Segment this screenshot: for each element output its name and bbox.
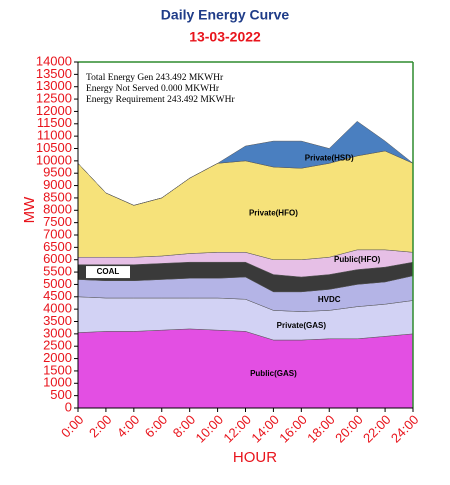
series-label: Public(HFO) <box>334 255 381 264</box>
x-tick-label: 16:00 <box>276 412 310 446</box>
x-tick-label: 6:00 <box>142 412 171 441</box>
chart-subtitle: 13-03-2022 <box>189 29 261 45</box>
x-tick-label: 24:00 <box>388 412 422 446</box>
y-tick-label: 2000 <box>43 350 72 365</box>
y-tick-label: 10500 <box>36 140 72 155</box>
x-tick-label: 0:00 <box>58 412 87 441</box>
x-tick-label: 20:00 <box>332 412 366 446</box>
x-tick-label: 14:00 <box>248 412 282 446</box>
y-tick-label: 11000 <box>37 128 72 143</box>
y-tick-label: 11500 <box>37 115 72 130</box>
y-tick-label: 8000 <box>43 202 72 217</box>
y-tick-label: 1500 <box>43 362 72 377</box>
y-tick-label: 5500 <box>43 264 72 279</box>
series-label: COAL <box>97 267 120 276</box>
y-tick-label: 6000 <box>43 251 72 266</box>
y-tick-label: 7000 <box>43 226 72 241</box>
y-tick-label: 10000 <box>36 152 72 167</box>
annotation: Energy Not Served 0.000 MKWHr <box>86 84 220 94</box>
y-tick-label: 4000 <box>43 301 72 316</box>
y-tick-label: 12500 <box>36 91 72 106</box>
y-tick-label: 3000 <box>43 325 72 340</box>
y-axis-label: MW <box>21 196 38 223</box>
x-axis-label: HOUR <box>233 449 277 466</box>
area <box>77 328 414 409</box>
y-tick-label: 12000 <box>36 103 72 118</box>
y-tick-label: 4500 <box>43 288 72 303</box>
annotation: Energy Requirement 243.492 MKWHr <box>86 95 235 105</box>
x-tick-label: 12:00 <box>220 412 254 446</box>
series-label: HVDC <box>318 295 341 304</box>
y-tick-label: 8500 <box>43 189 72 204</box>
y-tick-label: 7500 <box>43 214 72 229</box>
x-tick-label: 18:00 <box>304 412 338 446</box>
x-tick-label: 4:00 <box>114 412 143 441</box>
x-tick-label: 22:00 <box>360 412 394 446</box>
y-tick-label: 9000 <box>43 177 72 192</box>
y-tick-label: 2500 <box>43 338 72 353</box>
y-tick-label: 13500 <box>36 66 72 81</box>
y-tick-label: 1000 <box>43 375 72 390</box>
y-tick-label: 3500 <box>43 313 72 328</box>
y-tick-label: 0 <box>65 399 72 414</box>
label-box <box>86 266 130 279</box>
y-tick-label: 6500 <box>43 239 72 254</box>
x-tick-label: 10:00 <box>193 412 227 446</box>
y-tick-label: 14000 <box>36 53 72 68</box>
series-label: Private(GAS) <box>277 321 327 330</box>
chart-title: Daily Energy Curve <box>161 7 290 23</box>
y-tick-label: 5000 <box>43 276 72 291</box>
x-tick-label: 2:00 <box>86 412 115 441</box>
y-tick-label: 9500 <box>43 165 72 180</box>
y-tick-label: 13000 <box>36 78 72 93</box>
series-label: Private(HFO) <box>249 208 298 217</box>
y-tick-label: 500 <box>50 387 72 402</box>
series-label: Public(GAS) <box>250 369 297 378</box>
series-label: Private(HSD) <box>305 154 354 163</box>
annotation: Total Energy Gen 243.492 MKWHr <box>86 73 224 83</box>
